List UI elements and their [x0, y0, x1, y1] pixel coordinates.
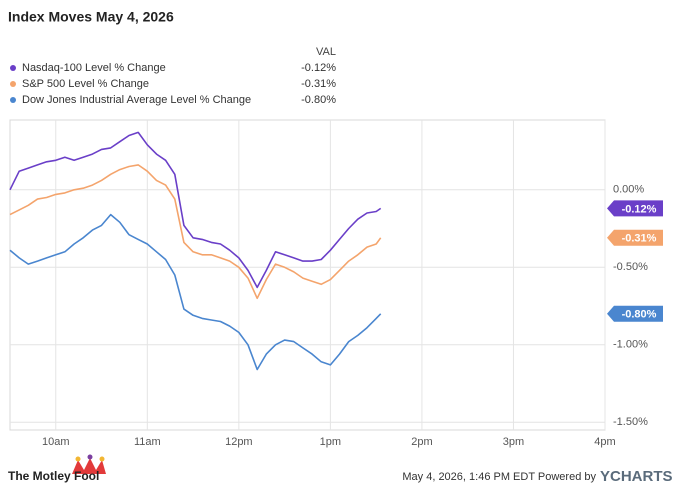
logo-icon [72, 454, 106, 474]
y-tick-label: -1.50% [613, 416, 648, 428]
legend-header: VAL [316, 46, 336, 58]
end-flag-label: -0.31% [622, 233, 657, 245]
x-tick-label: 10am [42, 436, 70, 448]
end-flag [607, 229, 663, 246]
series-line [9, 131, 382, 289]
legend-label: S&P 500 Level % Change [22, 78, 149, 90]
legend-value: -0.12% [301, 62, 336, 74]
plot-frame [9, 119, 606, 431]
brand: YCHARTS [600, 468, 673, 485]
y-tick-label: -1.00% [613, 339, 648, 351]
end-flag [607, 200, 663, 217]
x-tick-label: 1pm [320, 436, 341, 448]
legend-value: -0.80% [301, 94, 336, 106]
x-tick-label: 2pm [411, 436, 432, 448]
legend-label: Nasdaq-100 Level % Change [22, 62, 166, 74]
x-tick-label: 12pm [225, 436, 253, 448]
source: May 4, 2026, 1:46 PM EDT Powered by [402, 471, 596, 483]
end-flag [607, 305, 663, 322]
end-flag-label: -0.80% [622, 309, 657, 321]
x-tick-label: 3pm [503, 436, 524, 448]
end-flag-label: -0.12% [622, 203, 657, 215]
legend-marker [10, 81, 16, 87]
x-tick-label: 4pm [594, 436, 615, 448]
y-tick-label: 0.00% [613, 184, 644, 196]
series-line [9, 213, 382, 371]
legend-label: Dow Jones Industrial Average Level % Cha… [22, 94, 251, 106]
legend-value: -0.31% [301, 78, 336, 90]
x-tick-label: 11am [134, 436, 161, 448]
chart-title: Index Moves May 4, 2026 [8, 9, 174, 25]
legend-marker [10, 65, 16, 71]
logo-text: The Motley Fool [8, 469, 99, 483]
y-tick-label: -0.50% [613, 261, 648, 273]
series-line [9, 164, 382, 300]
legend-marker [10, 97, 16, 103]
